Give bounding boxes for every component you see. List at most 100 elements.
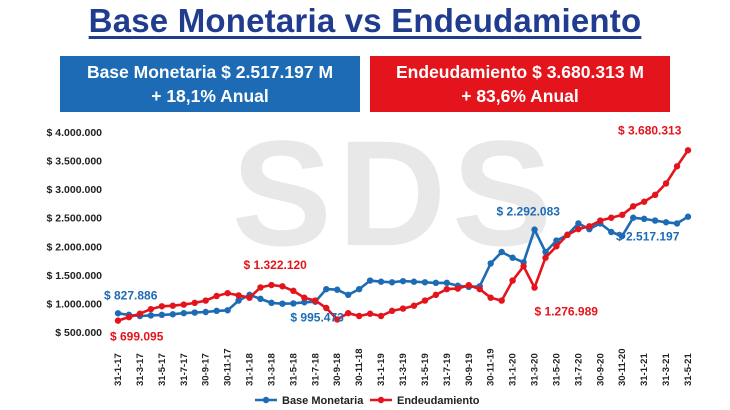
data-point: [520, 263, 527, 270]
base-monetaria-summary-line1: Base Monetaria $ 2.517.197 M: [86, 62, 334, 82]
x-tick-label: 30-11-20: [617, 348, 628, 386]
data-label: $ 827.886: [104, 288, 158, 302]
data-point: [257, 295, 264, 303]
data-point: [564, 231, 571, 239]
series-layer: [114, 147, 692, 324]
x-tick-label: 31-5-17: [157, 353, 168, 386]
data-point: [399, 277, 407, 285]
data-point: [235, 297, 242, 304]
data-point: [180, 309, 187, 317]
chart-title: Base Monetaria vs Endeudamiento: [88, 2, 642, 39]
x-tick-label: 30-9-17: [201, 353, 212, 386]
x-tick-label: 31-7-17: [179, 353, 190, 386]
y-tick-label: $ 2.500.000: [47, 213, 103, 225]
x-tick-label: 31-5-20: [551, 353, 562, 386]
data-point: [323, 304, 330, 312]
data-point: [619, 232, 626, 240]
data-point: [147, 305, 155, 313]
y-tick-label: $ 4.000.000: [47, 127, 103, 139]
data-point: [334, 286, 341, 293]
x-tick-label: 30-9-19: [464, 353, 475, 386]
data-point: [180, 301, 187, 308]
data-point: [509, 277, 516, 284]
x-tick-label: 30-11-18: [354, 348, 365, 386]
data-point: [114, 317, 122, 324]
x-tick-label: 30-11-19: [486, 348, 497, 386]
data-point: [476, 285, 483, 293]
x-tick-label: 30-9-20: [595, 353, 606, 386]
data-point: [684, 147, 692, 154]
data-point: [191, 309, 198, 316]
data-point: [684, 213, 692, 220]
x-tick-label: 31-7-19: [442, 353, 453, 386]
data-point: [410, 302, 418, 309]
data-point: [366, 310, 374, 317]
data-point: [399, 305, 407, 312]
data-point: [498, 297, 505, 304]
data-point: [662, 219, 670, 226]
x-tick-label: 31-1-19: [376, 353, 387, 386]
data-point: [301, 299, 308, 306]
x-tick-label: 31-3-20: [530, 353, 541, 386]
data-point: [443, 279, 451, 287]
x-tick-label: 31-3-17: [135, 353, 146, 386]
y-tick-label: $ 3.500.000: [47, 156, 103, 168]
x-tick-label: 31-7-18: [310, 353, 321, 386]
data-point: [290, 300, 297, 307]
data-label: $ 699.095: [110, 330, 164, 344]
annotation-layer: $ 827.886 $ 699.095 $ 1.322.120 $ 995.473 $ …: [104, 123, 682, 343]
x-tick-label: 31-1-21: [639, 353, 650, 386]
data-point: [136, 310, 144, 317]
data-point: [531, 284, 538, 291]
x-axis: 31-1-17 31-3-17 31-5-17 31-7-17 30-9-17 30-11…: [113, 348, 694, 386]
data-point: [290, 287, 297, 295]
data-point: [586, 223, 593, 230]
x-tick-label: 31-5-21: [683, 353, 694, 386]
data-point: [640, 198, 648, 205]
data-point: [662, 180, 670, 187]
legend: Base Monetaria Endeudamiento: [255, 395, 480, 407]
data-point: [432, 279, 440, 287]
x-tick-label: 31-3-18: [266, 353, 277, 386]
data-point: [640, 215, 648, 223]
x-tick-label: 30-9-18: [332, 353, 343, 386]
y-tick-label: $ 3.000.000: [47, 184, 103, 196]
data-point: [487, 294, 494, 301]
data-point: [421, 297, 429, 304]
data-point: [202, 308, 209, 316]
data-point: [169, 302, 177, 309]
data-point: [553, 237, 560, 244]
data-point: [421, 279, 429, 286]
endeudamiento-summary-box: Endeudamiento $ 3.680.313 M + 83,6% Anua…: [370, 56, 670, 112]
data-point: [312, 297, 319, 304]
data-label: $ 2.292.083: [497, 205, 561, 219]
legend-swatch-marker: [377, 396, 385, 404]
x-tick-label: 31-5-19: [420, 353, 431, 386]
data-point: [279, 283, 286, 290]
data-point: [268, 281, 275, 289]
data-point: [344, 309, 352, 317]
base-monetaria-summary-line2: + 18,1% Anual: [151, 86, 269, 106]
data-point: [114, 310, 122, 317]
x-tick-label: 31-1-18: [245, 353, 256, 386]
legend-swatch-marker: [262, 396, 270, 404]
y-tick-label: $ 1.500.000: [47, 270, 103, 282]
data-point: [169, 311, 177, 318]
y-axis: $ 500.000 $ 1.000.000 $ 1.500.000 $ 2.000.0…: [47, 127, 103, 339]
y-tick-label: $ 500.000: [55, 327, 102, 339]
data-point: [158, 311, 166, 319]
data-point: [366, 277, 374, 284]
data-point: [542, 254, 549, 261]
data-point: [246, 294, 253, 301]
data-point: [575, 225, 582, 233]
data-point: [465, 281, 472, 289]
legend-label: Endeudamiento: [397, 395, 480, 407]
data-point: [125, 313, 133, 321]
watermark-logo: SDS: [232, 109, 558, 277]
data-point: [432, 291, 440, 299]
data-label: $ 1.276.989: [535, 305, 599, 319]
data-label: $ 1.322.120: [243, 258, 307, 272]
data-point: [224, 289, 231, 297]
data-point: [651, 217, 659, 224]
